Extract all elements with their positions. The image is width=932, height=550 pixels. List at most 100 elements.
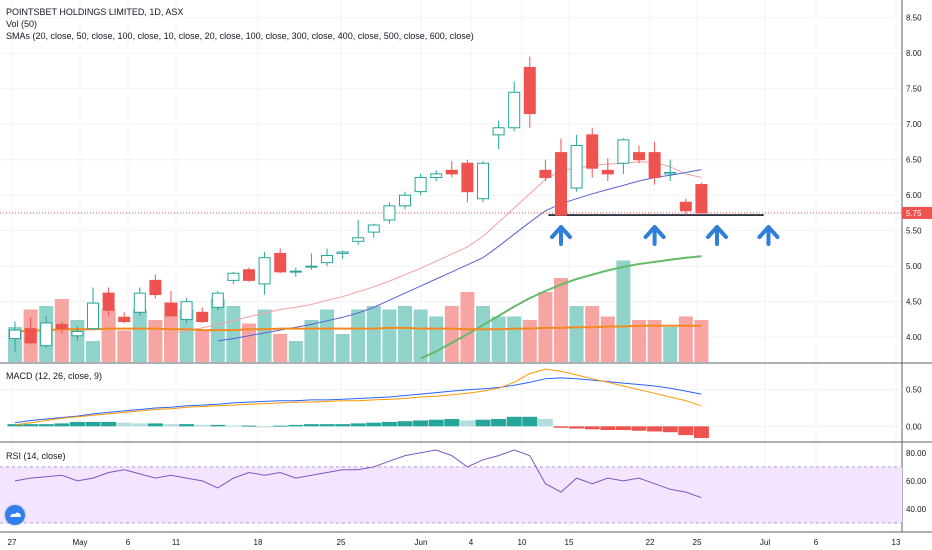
volume-bar: [398, 306, 412, 362]
rsi-band: [0, 466, 902, 523]
macd-histogram-bar: [272, 425, 288, 427]
sma-line: [217, 169, 702, 342]
volume-bar: [554, 278, 568, 362]
candle-body: [523, 66, 536, 115]
macd-histogram-bar: [693, 426, 709, 439]
macd-histogram-bar: [522, 416, 538, 427]
volume-bar: [522, 320, 537, 362]
macd-histogram-bar: [54, 423, 70, 427]
time-tick-label: 25: [337, 538, 346, 547]
chart-legend: POINTSBET HOLDINGS LIMITED, 1D, ASX Vol …: [6, 6, 474, 42]
macd-histogram-bar: [303, 424, 319, 427]
volume-bar: [444, 306, 459, 362]
volume-bar: [694, 320, 709, 362]
macd-histogram-bar: [319, 424, 335, 427]
candle-body: [461, 162, 474, 193]
candle-body: [492, 127, 505, 136]
macd-histogram-bar: [23, 424, 39, 427]
macd-histogram-bar: [537, 419, 553, 427]
macd-histogram-bar: [366, 422, 382, 427]
macd-histogram-bar: [413, 420, 429, 427]
candle-body: [367, 224, 380, 233]
candle-body: [258, 257, 271, 285]
volume-bar: [366, 306, 381, 362]
candle-body: [648, 152, 661, 178]
tradingview-logo-icon[interactable]: [5, 505, 25, 525]
candle-body: [617, 139, 630, 164]
macd-histogram-bar: [69, 421, 85, 427]
macd-histogram-bar: [381, 421, 397, 427]
candle-body: [336, 251, 349, 254]
macd-histogram-bar: [38, 424, 54, 427]
price-tick-label: 4.00: [906, 333, 922, 342]
time-tick-label: 22: [646, 538, 655, 547]
volume-bar: [351, 309, 366, 362]
macd-label: MACD (12, 26, close, 9): [6, 371, 103, 381]
volume-bar: [226, 306, 241, 362]
volume-label: Vol (50): [6, 19, 38, 29]
volume-bar: [117, 330, 132, 362]
macd-histogram-bar: [132, 423, 148, 427]
macd-histogram-bar: [444, 419, 460, 427]
macd-legend: MACD (12, 26, close, 9): [6, 370, 102, 382]
macd-tick-label: 0.00: [906, 422, 922, 431]
candle-body: [211, 292, 224, 308]
macd-histogram-bar: [569, 426, 585, 429]
macd-histogram-bar: [116, 422, 132, 427]
volume-bar: [101, 309, 116, 362]
rsi-tick-label: 60.00: [906, 477, 927, 486]
rsi-line: [14, 449, 702, 499]
macd-histogram-bar: [194, 424, 210, 427]
volume-bar: [382, 309, 397, 362]
macd-histogram-bar: [163, 424, 179, 427]
macd-histogram-bar: [506, 416, 522, 427]
macd-histogram-bar: [584, 426, 600, 430]
candle-body: [539, 169, 552, 178]
signal-line: [14, 368, 702, 426]
macd-histogram-bar: [553, 426, 569, 428]
time-tick-label: May: [72, 538, 87, 547]
volume-bar: [132, 309, 147, 362]
candle-body: [149, 279, 162, 296]
macd-histogram-bar: [397, 421, 413, 427]
candle-body: [679, 201, 692, 212]
macd-histogram-bar: [600, 426, 616, 430]
volume-bar: [678, 316, 693, 362]
candle-body: [180, 301, 193, 320]
candle-body: [555, 152, 567, 216]
volume-bar: [273, 334, 288, 362]
volume-bar: [288, 341, 303, 362]
price-tick-label: 5.00: [906, 262, 922, 271]
candle-body: [118, 316, 131, 323]
macd-line: [14, 377, 702, 424]
candle-body: [24, 328, 37, 344]
rsi-legend: RSI (14, close): [6, 450, 66, 462]
candle-body: [601, 169, 614, 175]
volume-bar: [195, 330, 210, 362]
price-tick-label: 5.50: [906, 227, 922, 236]
candle-body: [477, 162, 489, 200]
macd-histogram-bar: [459, 420, 475, 427]
price-tick-label: 6.50: [906, 156, 922, 165]
macd-tick-label: 0.50: [906, 386, 922, 395]
candle-body: [133, 292, 146, 313]
time-tick-label: Jun: [415, 538, 428, 547]
price-tick-label: 6.00: [906, 191, 922, 200]
volume-bar: [663, 327, 678, 362]
macd-histogram-bar: [225, 425, 241, 427]
candle-body: [87, 302, 99, 330]
volume-bar: [569, 306, 584, 362]
time-tick-label: 27: [8, 538, 17, 547]
macd-histogram-bar: [647, 426, 663, 432]
candle-body: [586, 134, 599, 169]
volume-bar: [585, 306, 600, 362]
volume-bar: [491, 316, 506, 362]
candle-body: [352, 237, 365, 242]
candle-body: [102, 292, 115, 311]
sma-line: [420, 255, 702, 360]
macd-histogram-bar: [615, 426, 631, 430]
macd-histogram-bar: [147, 423, 163, 427]
macd-histogram-bar: [241, 425, 257, 427]
candle-body: [414, 176, 427, 193]
